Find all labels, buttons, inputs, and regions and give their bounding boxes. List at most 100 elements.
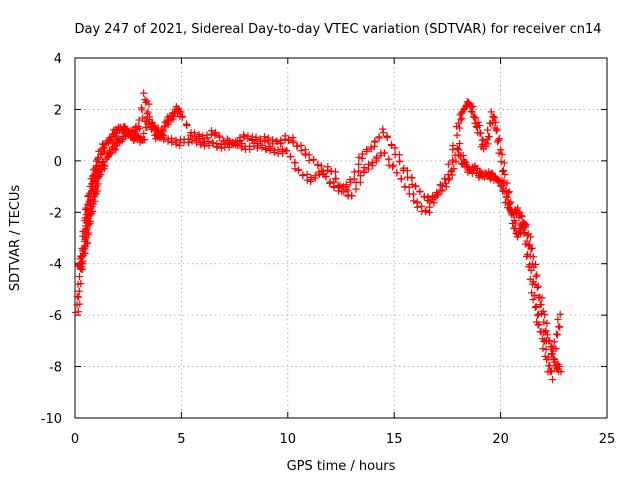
- data-point: [526, 233, 535, 241]
- data-point: [76, 300, 84, 308]
- data-point: [229, 139, 237, 147]
- grid-lines: [75, 58, 607, 418]
- data-point: [379, 125, 387, 133]
- data-point: [112, 146, 120, 154]
- data-point: [455, 124, 464, 132]
- data-point: [445, 176, 453, 184]
- x-tick-label: 5: [177, 432, 185, 447]
- data-point: [264, 138, 273, 146]
- data-point: [520, 230, 528, 238]
- data-point: [142, 123, 150, 132]
- data-point: [315, 168, 323, 176]
- data-point: [408, 174, 416, 182]
- data-point: [413, 203, 422, 211]
- data-point: [405, 183, 413, 191]
- data-point: [499, 181, 508, 189]
- data-point: [94, 169, 102, 177]
- data-point: [467, 107, 475, 116]
- data-point: [557, 368, 565, 376]
- data-point: [389, 163, 397, 171]
- data-point: [256, 135, 264, 143]
- data-point: [416, 187, 424, 195]
- data-point: [534, 321, 542, 329]
- data-point: [540, 337, 548, 346]
- data-point: [188, 135, 196, 143]
- data-point: [391, 144, 399, 152]
- data-point: [547, 367, 556, 375]
- x-tick-label: 15: [386, 432, 403, 447]
- data-point: [297, 147, 305, 155]
- data-point: [513, 233, 522, 241]
- data-point: [518, 220, 527, 228]
- data-point: [160, 133, 168, 141]
- data-point: [73, 292, 81, 301]
- data-point: [538, 294, 546, 302]
- data-point: [543, 319, 551, 327]
- data-points: [71, 89, 565, 384]
- data-point: [151, 125, 159, 133]
- data-point: [516, 208, 524, 216]
- data-point: [529, 253, 537, 261]
- data-point: [397, 175, 406, 183]
- data-point: [475, 121, 484, 130]
- data-point: [360, 164, 368, 172]
- data-point: [539, 328, 547, 336]
- data-point: [363, 147, 371, 156]
- series-2: [74, 89, 564, 384]
- y-tick-label: -6: [49, 309, 62, 324]
- data-point: [426, 198, 434, 206]
- data-point: [302, 150, 310, 158]
- data-point: [140, 89, 148, 97]
- data-point: [484, 132, 493, 141]
- data-point: [282, 146, 290, 155]
- data-point: [442, 179, 450, 187]
- data-point: [532, 272, 540, 281]
- data-point: [324, 163, 332, 171]
- data-point: [201, 140, 209, 148]
- data-point: [75, 272, 84, 281]
- chart-title: Day 247 of 2021, Sidereal Day-to-day VTE…: [74, 22, 601, 37]
- data-point: [75, 287, 83, 295]
- data-point: [177, 108, 185, 116]
- data-point: [492, 118, 500, 126]
- data-point: [484, 140, 492, 148]
- data-point: [81, 235, 89, 244]
- data-point: [474, 118, 482, 126]
- data-point: [457, 116, 465, 124]
- data-point: [533, 283, 541, 292]
- data-point: [554, 315, 562, 324]
- data-point: [285, 135, 293, 143]
- data-point: [525, 263, 533, 271]
- data-point: [498, 150, 506, 158]
- data-point: [93, 155, 102, 163]
- data-point: [409, 190, 418, 198]
- data-point: [140, 129, 148, 138]
- data-point: [471, 119, 479, 127]
- data-point: [74, 280, 82, 288]
- data-point: [246, 145, 254, 154]
- y-tick-label: -10: [41, 412, 62, 427]
- data-point: [447, 168, 455, 176]
- data-point: [314, 161, 322, 169]
- data-point: [130, 129, 138, 137]
- data-point: [541, 337, 549, 345]
- data-point: [472, 122, 480, 131]
- data-point: [498, 176, 506, 185]
- data-point: [524, 242, 533, 250]
- data-point: [107, 135, 115, 144]
- data-point: [523, 252, 531, 260]
- data-point: [340, 188, 348, 196]
- data-point: [444, 160, 452, 168]
- data-point: [335, 183, 343, 192]
- data-point: [449, 141, 457, 150]
- data-point: [527, 266, 535, 275]
- data-point: [252, 133, 260, 141]
- x-tick-label: 20: [492, 432, 509, 447]
- data-point: [537, 309, 546, 318]
- data-point: [434, 191, 442, 199]
- data-point: [500, 187, 508, 196]
- data-point: [512, 219, 520, 227]
- data-point: [556, 323, 564, 331]
- data-point: [216, 132, 224, 140]
- data-point: [489, 113, 498, 121]
